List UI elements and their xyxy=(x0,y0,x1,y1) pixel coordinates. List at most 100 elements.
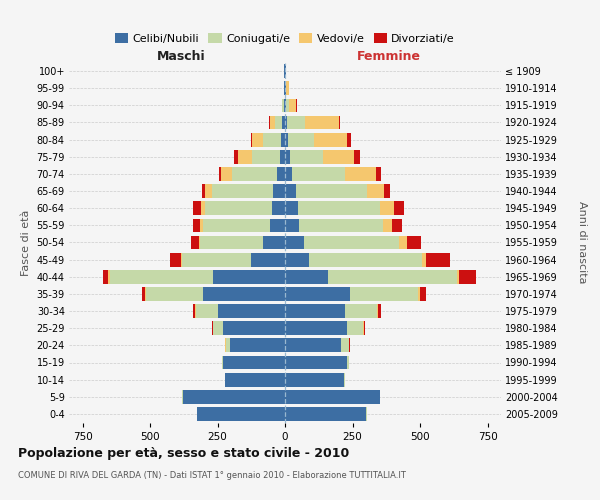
Bar xyxy=(285,304,345,318)
Bar xyxy=(193,304,196,318)
Bar xyxy=(271,202,285,215)
Bar xyxy=(328,270,457,283)
Bar xyxy=(182,253,251,266)
Bar xyxy=(203,218,270,232)
Bar xyxy=(285,322,347,335)
Bar xyxy=(285,98,286,112)
Bar xyxy=(347,322,364,335)
Bar xyxy=(253,133,263,146)
Y-axis label: Fasce di età: Fasce di età xyxy=(21,210,31,276)
Bar xyxy=(400,236,407,250)
Bar xyxy=(170,253,181,266)
Bar xyxy=(378,304,380,318)
Y-axis label: Anni di nascita: Anni di nascita xyxy=(577,201,587,284)
Bar xyxy=(273,184,285,198)
Bar xyxy=(292,167,344,181)
Bar xyxy=(234,150,238,164)
Bar xyxy=(339,116,340,130)
Bar xyxy=(221,167,232,181)
Bar xyxy=(347,356,349,370)
Bar xyxy=(238,150,252,164)
Bar xyxy=(223,356,285,370)
Bar xyxy=(285,116,287,130)
Bar xyxy=(426,253,450,266)
Text: COMUNE DI RIVA DEL GARDA (TN) - Dati ISTAT 1° gennaio 2010 - Elaborazione TUTTIT: COMUNE DI RIVA DEL GARDA (TN) - Dati IST… xyxy=(18,471,406,480)
Bar xyxy=(323,150,355,164)
Bar xyxy=(282,98,284,112)
Bar xyxy=(285,236,304,250)
Bar xyxy=(226,338,230,352)
Bar xyxy=(286,82,289,95)
Bar xyxy=(367,184,384,198)
Bar xyxy=(383,218,392,232)
Bar xyxy=(223,322,285,335)
Bar xyxy=(283,116,285,130)
Bar xyxy=(108,270,110,283)
Bar xyxy=(392,218,402,232)
Bar xyxy=(457,270,459,283)
Bar xyxy=(366,407,367,421)
Bar xyxy=(193,218,200,232)
Bar xyxy=(344,167,376,181)
Bar xyxy=(287,116,305,130)
Bar xyxy=(225,373,285,386)
Bar xyxy=(277,167,285,181)
Bar xyxy=(384,184,391,198)
Bar xyxy=(296,184,367,198)
Bar xyxy=(275,116,283,130)
Bar xyxy=(285,287,350,301)
Bar xyxy=(310,253,422,266)
Bar xyxy=(298,202,380,215)
Bar xyxy=(422,253,426,266)
Bar xyxy=(341,338,349,352)
Bar xyxy=(288,133,314,146)
Bar xyxy=(263,133,281,146)
Bar xyxy=(205,184,212,198)
Bar xyxy=(407,236,421,250)
Bar xyxy=(270,218,285,232)
Bar xyxy=(251,253,285,266)
Bar xyxy=(212,184,273,198)
Bar xyxy=(202,184,205,198)
Bar xyxy=(285,167,292,181)
Bar xyxy=(299,218,383,232)
Bar xyxy=(285,150,290,164)
Bar xyxy=(205,202,271,215)
Bar xyxy=(355,150,359,164)
Bar xyxy=(191,236,199,250)
Bar xyxy=(420,287,426,301)
Bar xyxy=(286,98,289,112)
Bar xyxy=(181,253,182,266)
Bar xyxy=(284,98,285,112)
Bar xyxy=(199,236,200,250)
Bar xyxy=(200,218,203,232)
Bar xyxy=(196,304,218,318)
Bar xyxy=(263,236,285,250)
Bar xyxy=(285,184,296,198)
Bar xyxy=(218,304,285,318)
Bar xyxy=(285,202,298,215)
Bar xyxy=(285,356,347,370)
Bar xyxy=(103,270,108,283)
Bar xyxy=(213,322,223,335)
Bar xyxy=(232,167,277,181)
Bar xyxy=(345,304,377,318)
Bar xyxy=(281,133,285,146)
Bar xyxy=(350,287,418,301)
Bar xyxy=(203,287,285,301)
Bar xyxy=(304,236,400,250)
Bar xyxy=(290,150,323,164)
Bar xyxy=(193,202,201,215)
Bar xyxy=(285,82,286,95)
Bar xyxy=(252,150,280,164)
Bar xyxy=(376,167,381,181)
Bar xyxy=(109,270,214,283)
Bar xyxy=(280,150,285,164)
Bar xyxy=(222,356,223,370)
Bar xyxy=(459,270,476,283)
Bar xyxy=(285,407,366,421)
Bar xyxy=(183,390,285,404)
Bar xyxy=(218,167,221,181)
Bar xyxy=(289,98,296,112)
Bar xyxy=(251,133,253,146)
